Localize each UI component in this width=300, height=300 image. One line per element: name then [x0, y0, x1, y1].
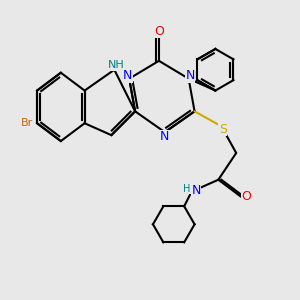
Text: O: O	[154, 25, 164, 38]
Text: N: N	[123, 69, 132, 82]
Text: N: N	[160, 130, 170, 143]
Text: N: N	[191, 184, 201, 196]
Text: NH: NH	[107, 60, 124, 70]
Text: O: O	[242, 190, 251, 202]
Text: S: S	[219, 123, 227, 136]
Text: Br: Br	[20, 118, 33, 128]
Text: N: N	[185, 69, 195, 82]
Text: H: H	[184, 184, 191, 194]
